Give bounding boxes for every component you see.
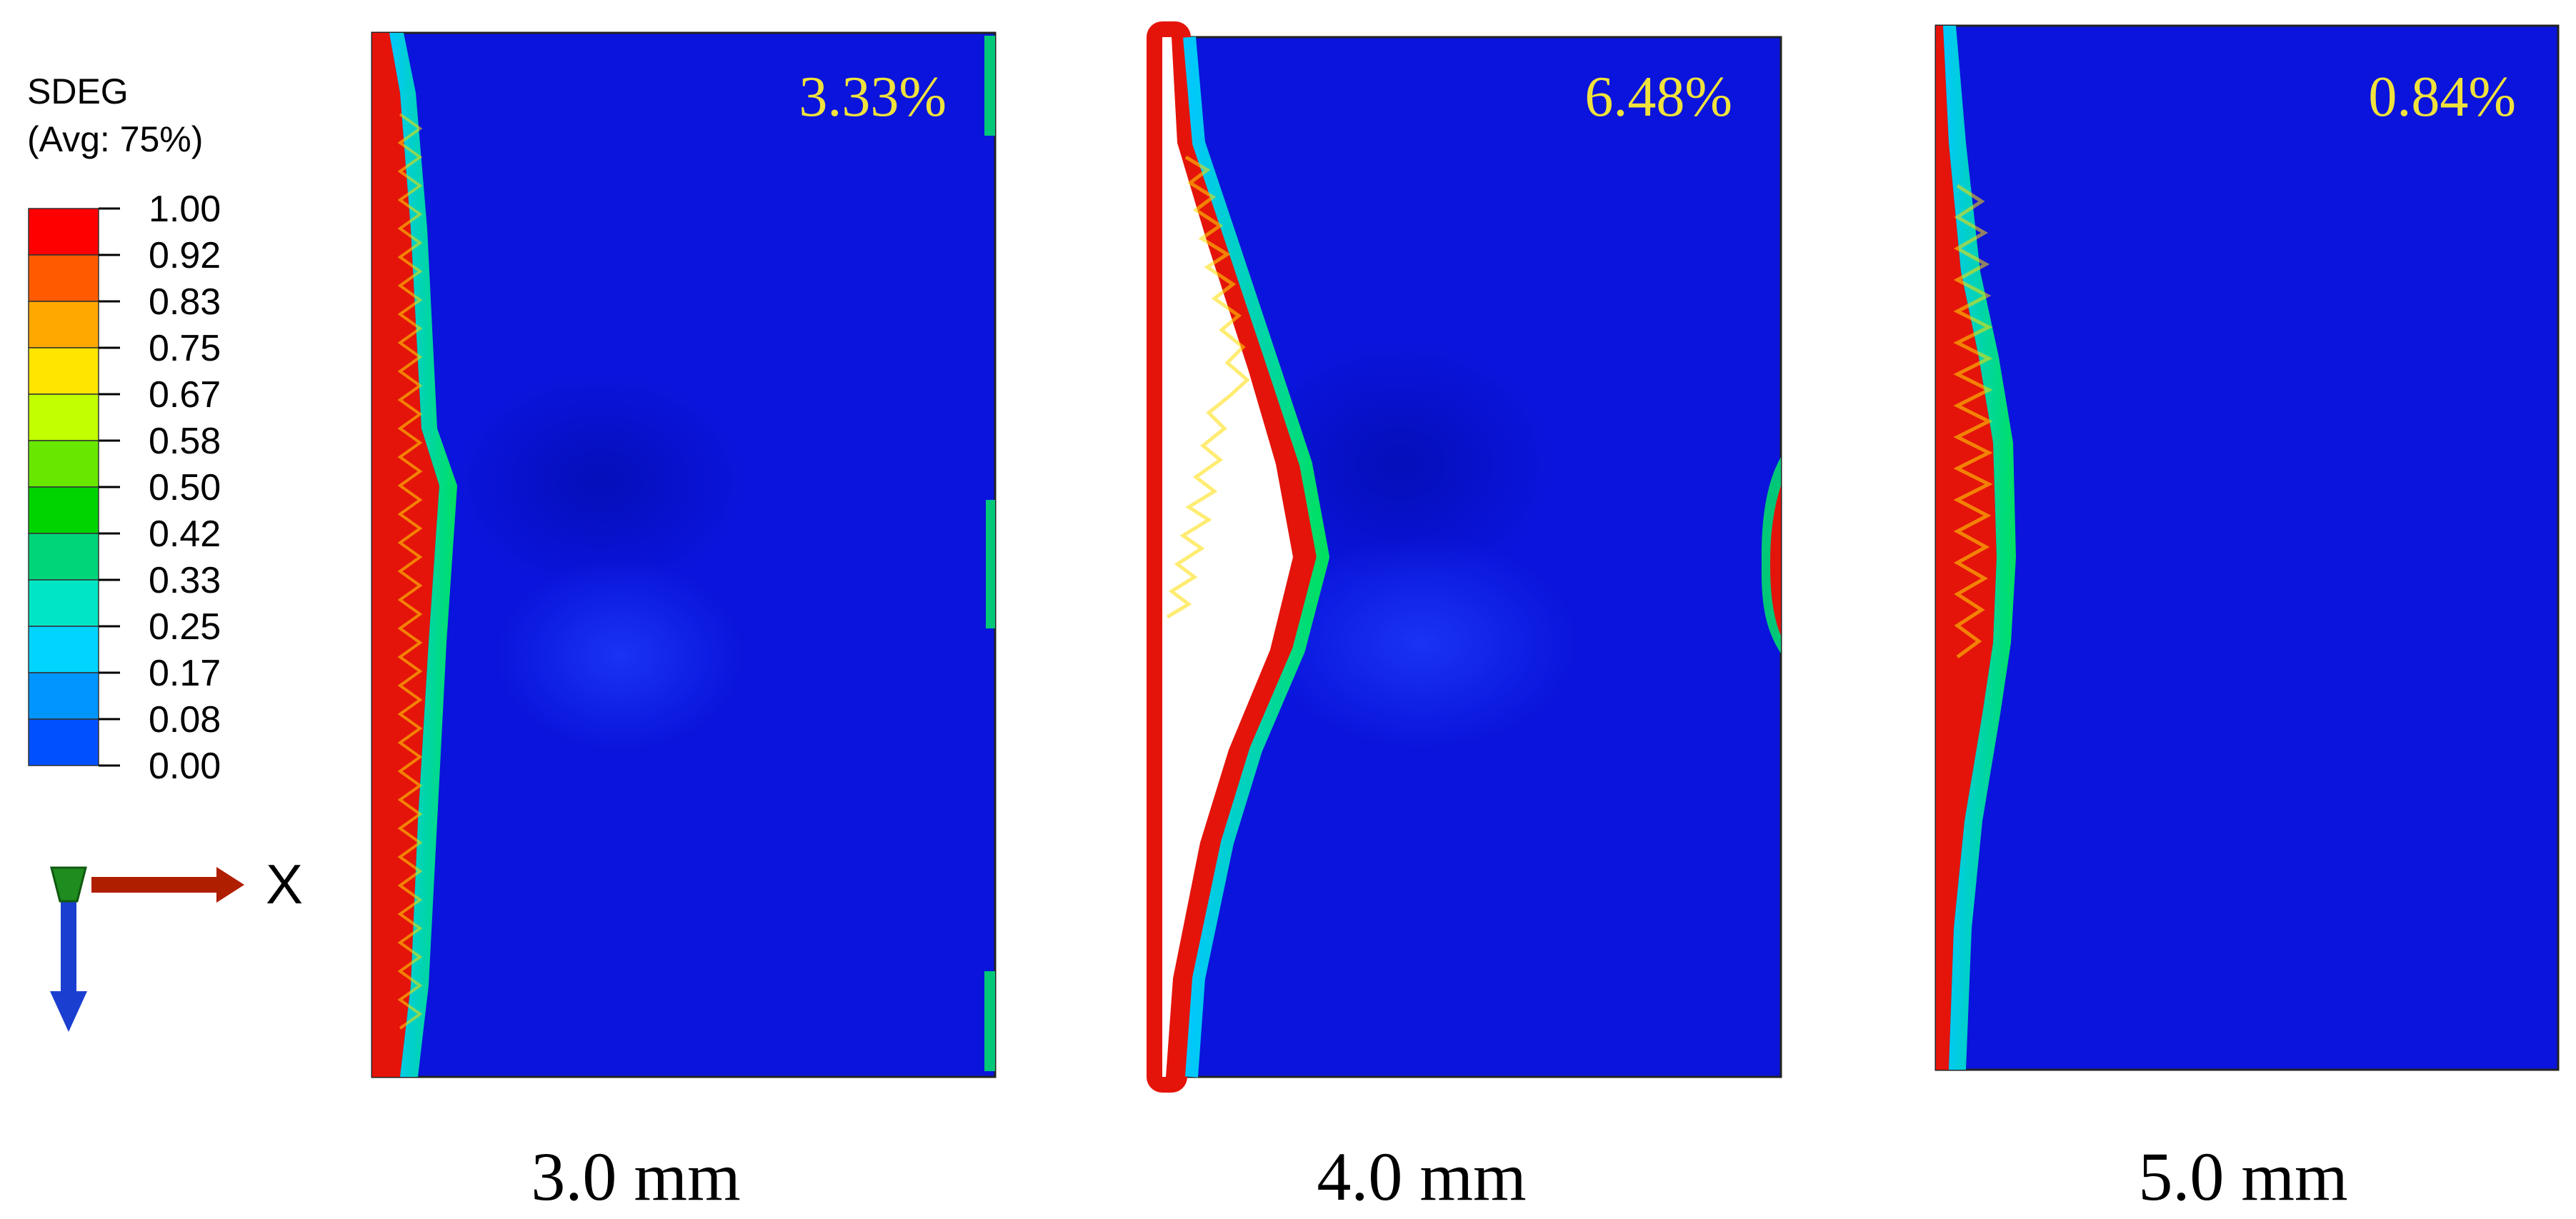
damage-band — [1936, 26, 1997, 1070]
damage-percentage: 6.48% — [1584, 66, 1732, 129]
damage-sawtooth — [1166, 155, 1250, 619]
legend-color-band — [28, 301, 99, 348]
damage-percentage: 0.84% — [2368, 66, 2516, 129]
panel-caption: 5.0 mm — [2138, 1138, 2347, 1215]
legend-color-band — [28, 440, 99, 488]
legend-tick-label: 0.25 — [149, 606, 221, 648]
low-stress-zone — [1250, 343, 1550, 586]
legend-title: SDEG — [27, 71, 129, 111]
damage-band-left — [372, 33, 439, 1077]
panel-caption: 3.0 mm — [531, 1138, 740, 1215]
notch-void — [1162, 37, 1293, 1077]
legend-tick-label: 0.83 — [149, 281, 221, 323]
x-axis-arrow — [91, 867, 244, 903]
edge-damage-right-core — [1770, 486, 1781, 636]
legend-tick-label: 0.33 — [149, 560, 221, 601]
damage-sawtooth — [1953, 184, 1993, 659]
legend-tick-label: 1.00 — [149, 189, 221, 230]
damage-percentage: 3.33% — [799, 66, 947, 129]
low-stress-zone — [457, 375, 743, 589]
legend-tick-label: 0.00 — [149, 746, 221, 787]
legend-tick-label: 0.50 — [149, 467, 221, 508]
damage-sawtooth — [397, 113, 423, 1030]
legend-color-bar: 1.00 0.92 0.83 0.75 0.67 0.58 0.50 0.42 0.33 0.25… — [28, 189, 221, 787]
legend-subtitle: (Avg: 75%) — [27, 119, 203, 159]
panel-3mm: 3.33% 3.0 mm — [371, 31, 997, 1215]
legend-color-band — [28, 579, 99, 627]
legend-tick-label: 0.08 — [149, 699, 221, 741]
high-stress-zone — [1264, 536, 1579, 750]
axis-triad: X Y — [50, 853, 303, 1032]
edge-damage-right — [984, 971, 995, 1071]
edge-damage-right — [986, 500, 995, 628]
legend-color-band — [28, 347, 99, 395]
legend-color-band — [28, 208, 99, 256]
legend-tick-label: 0.92 — [149, 235, 221, 276]
damage-band-fringe — [1183, 36, 1329, 1078]
damage-band-fringe — [389, 33, 457, 1077]
legend-tick-label: 0.42 — [149, 513, 221, 555]
legend-color-band — [28, 672, 99, 720]
legend-tick-label: 0.67 — [149, 374, 221, 416]
panel-4mm: 6.48% 4.0 mm — [1147, 21, 1782, 1215]
legend-color-band — [28, 626, 99, 673]
legend-color-band — [28, 533, 99, 581]
panel-5mm: 0.84% 5.0 mm — [1935, 24, 2560, 1215]
sdeg-legend: SDEG (Avg: 75%) 1.00 0.92 0.83 0.75 0.67 0.58… — [27, 71, 221, 787]
axis-origin-marker — [50, 866, 87, 903]
legend-tick-label: 0.58 — [149, 421, 221, 462]
legend-color-band — [28, 393, 99, 441]
edge-damage-right — [984, 36, 995, 136]
legend-color-band — [28, 486, 99, 534]
legend-tick-label: 0.17 — [149, 653, 221, 694]
y-axis-arrow — [50, 898, 87, 1032]
legend-color-band — [28, 718, 99, 766]
legend-tick-label: 0.75 — [149, 328, 221, 369]
x-axis-label: X — [266, 853, 303, 915]
contour-plate — [1935, 24, 2560, 1071]
panel-caption: 4.0 mm — [1317, 1138, 1526, 1215]
legend-color-band — [28, 254, 99, 302]
high-stress-zone — [495, 559, 745, 752]
damage-band-fringe — [1943, 26, 2016, 1070]
